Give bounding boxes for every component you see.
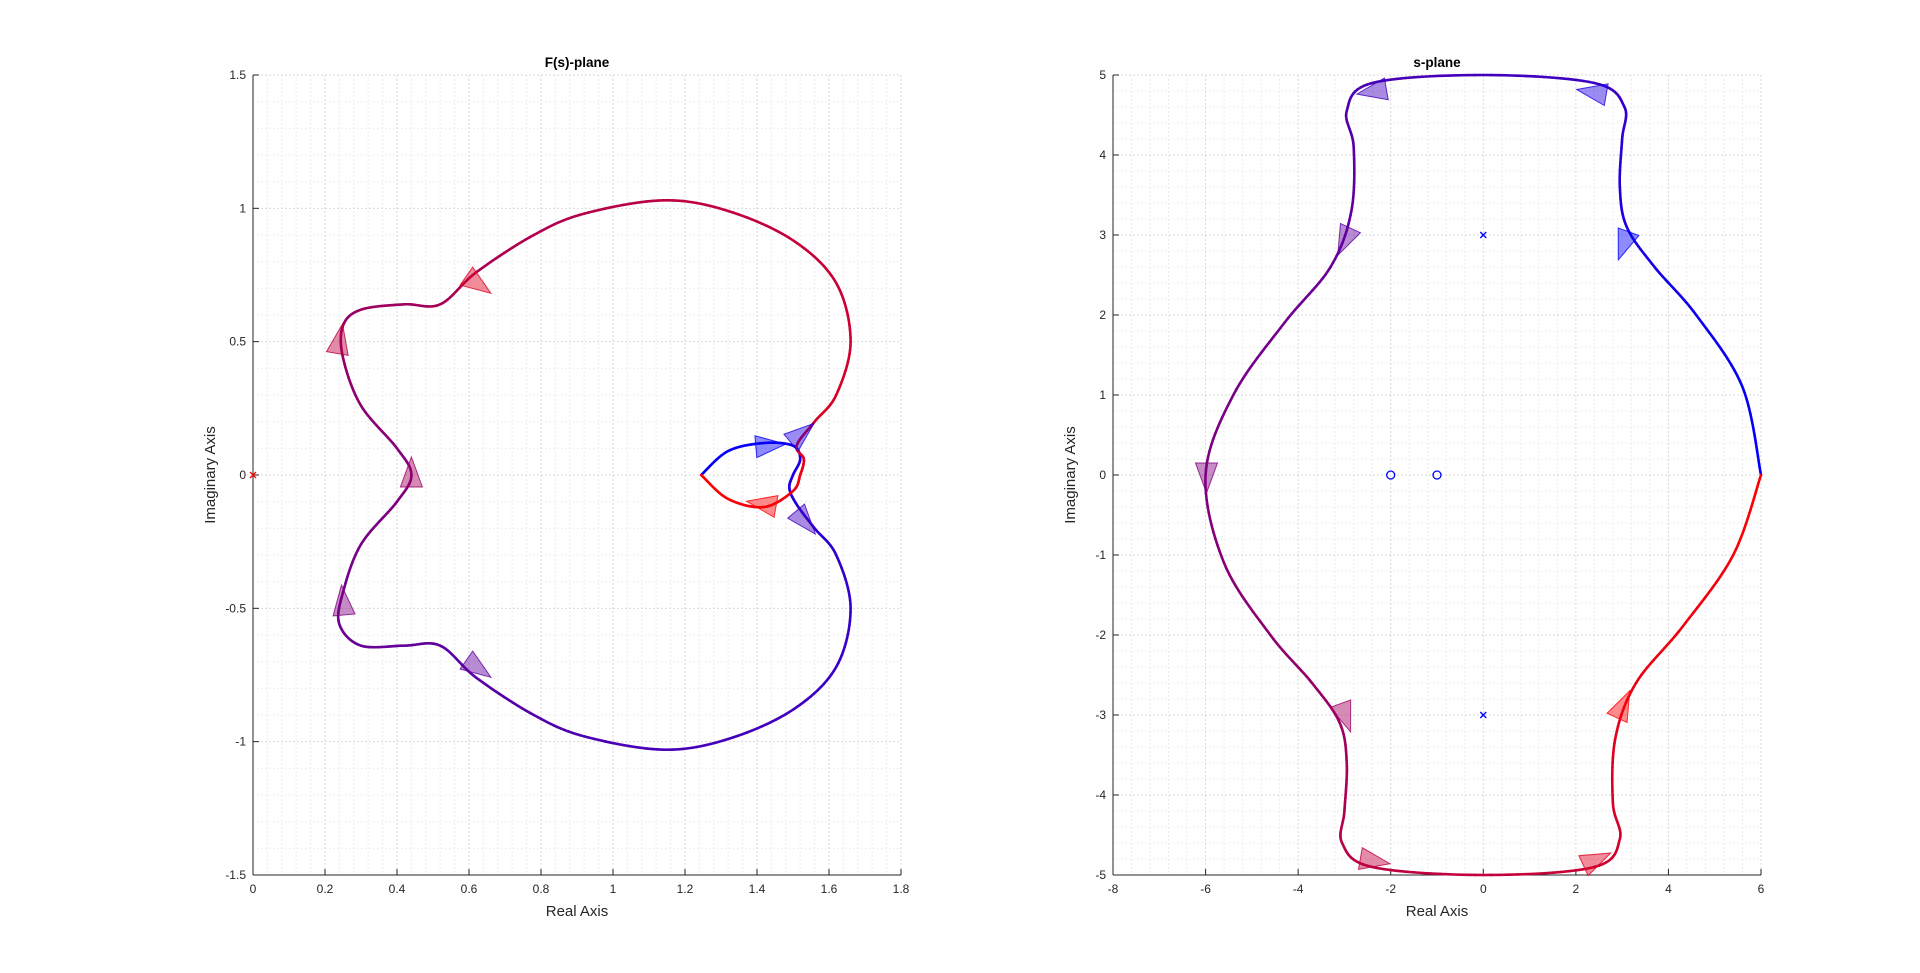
splane-y-tick-label: -1 — [1095, 548, 1106, 562]
splane-contour-segment — [1396, 76, 1407, 81]
splane-x-tick-label: 2 — [1573, 882, 1580, 896]
fplane-direction-arrow — [459, 650, 493, 679]
fplane-direction-arrow — [754, 435, 788, 459]
splane-x-axis-label: Real Axis — [1406, 903, 1469, 920]
splane-pole-marker — [1479, 711, 1487, 719]
splane-contour-segment — [1533, 75, 1546, 79]
splane-direction-arrow — [1575, 83, 1609, 107]
fplane-x-tick-label: 0.6 — [461, 882, 478, 896]
splane-contour-segment — [1412, 871, 1424, 875]
fplane-contour-segment — [699, 473, 704, 478]
splane-direction-arrow — [1329, 699, 1352, 734]
fplane-direction-arrow — [786, 503, 817, 536]
fplane-x-tick-label: 0.8 — [533, 882, 550, 896]
fplane-y-axis-label: Imaginary Axis — [202, 426, 219, 524]
splane-contour-segment — [1404, 870, 1416, 874]
splane-contour-segment — [1542, 871, 1555, 875]
fplane-y-tick-label: 0 — [239, 468, 246, 482]
splane-contour-segment — [1551, 76, 1562, 80]
fplane-title: F(s)-plane — [545, 55, 610, 70]
fplane-y-tick-label: 1 — [239, 201, 246, 215]
splane-y-tick-label: 4 — [1099, 148, 1106, 162]
splane-zero-marker — [1432, 470, 1442, 480]
splane-y-axis-label: Imaginary Axis — [1062, 426, 1079, 524]
fplane-direction-arrow — [459, 266, 493, 295]
splane-contour-segment — [1559, 869, 1571, 874]
splane-y-tick-label: 2 — [1099, 308, 1106, 322]
splane-direction-arrow — [1337, 222, 1362, 257]
fplane-x-tick-label: 1.2 — [677, 882, 694, 896]
fplane-pole-marker — [249, 471, 257, 479]
fplane-y-tick-label: -1.5 — [225, 868, 246, 882]
splane-y-tick-label: 1 — [1099, 388, 1106, 402]
splane-x-tick-label: 6 — [1758, 882, 1765, 896]
splane-x-tick-label: 0 — [1480, 882, 1487, 896]
fplane-direction-arrow — [745, 494, 779, 519]
splane-direction-arrow — [1357, 846, 1392, 870]
splane-direction-arrow — [1606, 689, 1631, 724]
fplane-direction-arrow — [325, 322, 349, 357]
splane-pole-marker-stroke — [1479, 711, 1487, 719]
splane-y-tick-label: 5 — [1099, 68, 1106, 82]
splane-title: s-plane — [1413, 55, 1461, 70]
f-plane-panel: 0 0.2 0.4 0.6 0.8 1 1.2 1.4 1.6 1.8 -1.5 -1 -0.5 0 0.5… — [202, 55, 910, 920]
splane-contour-segment — [1396, 869, 1408, 873]
splane-x-tick-label: -2 — [1385, 882, 1396, 896]
fplane-x-tick-label: 1.8 — [893, 882, 910, 896]
fplane-contour-series — [336, 199, 852, 751]
splane-pole-marker-stroke — [1479, 231, 1487, 239]
splane-direction-arrow — [1617, 227, 1640, 262]
fplane-direction-arrow — [332, 583, 356, 617]
fplane-x-tick-label: 1 — [610, 882, 617, 896]
fplane-direction-arrow — [399, 455, 424, 488]
splane-pole-marker — [1479, 231, 1487, 239]
fplane-x-tick-label: 0 — [250, 882, 257, 896]
fplane-x-tick-label: 1.6 — [821, 882, 838, 896]
fplane-x-tick-label: 0.2 — [317, 882, 334, 896]
splane-contour-segment — [1412, 75, 1424, 79]
fplane-x-tick-label: 0.4 — [389, 882, 406, 896]
fplane-y-tick-label: 1.5 — [229, 68, 246, 82]
splane-contour-segment — [1559, 77, 1570, 81]
splane-contour-series — [1204, 73, 1763, 877]
splane-contour-segment — [1551, 870, 1563, 874]
s-plane-panel: -8 -6 -4 -2 0 2 4 6 -5 -4 -3 -2 -1 0 1 2 3 4 5 s-plane Real … — [1062, 55, 1765, 920]
splane-contour-segment — [1421, 871, 1433, 875]
fplane-pole-marker-stroke — [249, 471, 257, 479]
fplane-x-tick-label: 1.4 — [749, 882, 766, 896]
fplane-y-tick-label: 0.5 — [229, 335, 246, 349]
fplane-major-grid — [252, 74, 902, 876]
splane-contour-segment — [1404, 76, 1416, 80]
fplane-y-tick-label: -0.5 — [225, 601, 246, 615]
splane-zero-marker — [1386, 470, 1396, 480]
splane-direction-arrow — [1578, 852, 1613, 877]
splane-direction-arrow — [1355, 77, 1389, 101]
splane-x-tick-label: 4 — [1665, 882, 1672, 896]
splane-contour-segment — [1542, 75, 1554, 79]
fplane-y-tick-label: -1 — [235, 735, 246, 749]
splane-y-tick-label: 0 — [1099, 468, 1106, 482]
splane-contour-segment — [1758, 473, 1763, 480]
splane-x-tick-label: -6 — [1200, 882, 1211, 896]
splane-x-tick-label: -4 — [1293, 882, 1304, 896]
splane-y-tick-label: -2 — [1095, 628, 1106, 642]
splane-y-tick-label: 3 — [1099, 228, 1106, 242]
splane-y-tick-label: -5 — [1095, 868, 1106, 882]
splane-y-tick-label: -3 — [1095, 708, 1106, 722]
splane-direction-arrow — [1194, 462, 1219, 495]
fplane-x-axis-label: Real Axis — [546, 903, 609, 920]
splane-x-tick-label: -8 — [1108, 882, 1119, 896]
fplane-direction-arrow — [783, 422, 816, 453]
splane-y-tick-label: -4 — [1095, 788, 1106, 802]
